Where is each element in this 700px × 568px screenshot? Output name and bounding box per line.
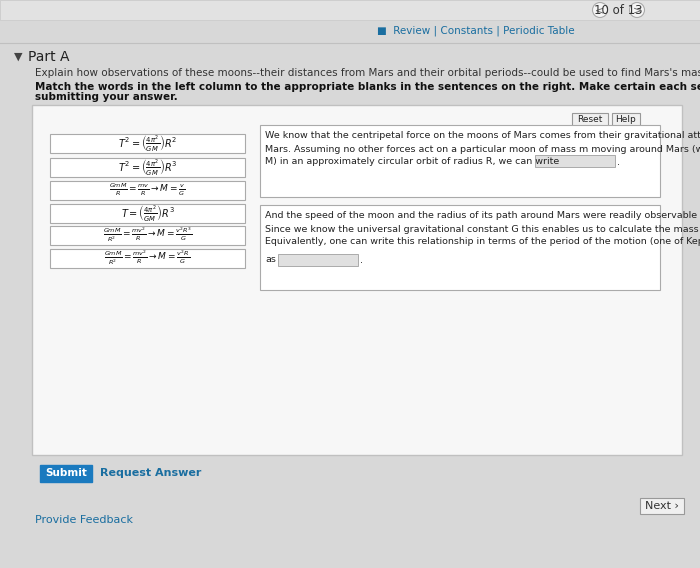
Text: .: .: [360, 255, 363, 265]
Text: Next ›: Next ›: [645, 501, 679, 511]
Text: Submit: Submit: [45, 469, 87, 478]
Text: $T^2 = \left(\frac{4\pi^2}{GM}\right)R^2$: $T^2 = \left(\frac{4\pi^2}{GM}\right)R^2…: [118, 133, 177, 153]
Bar: [50, 157, 245, 177]
Text: Part A: Part A: [28, 50, 69, 64]
Text: ■  Review | Constants | Periodic Table: ■ Review | Constants | Periodic Table: [377, 26, 575, 36]
Text: as: as: [265, 256, 276, 265]
Text: Equivalently, one can write this relationship in terms of the period of the moti: Equivalently, one can write this relatio…: [265, 237, 700, 247]
Text: $\frac{GmM}{R^2} = \frac{mv^2}{R} \rightarrow M = \frac{v^2 R^3}{G}$: $\frac{GmM}{R^2} = \frac{mv^2}{R} \right…: [103, 225, 192, 244]
Bar: [260, 205, 660, 290]
Text: M) in an approximately circular orbit of radius R, we can write: M) in an approximately circular orbit of…: [265, 157, 559, 166]
Text: Mars. Assuming no other forces act on a particular moon of mass m moving around : Mars. Assuming no other forces act on a …: [265, 144, 700, 153]
Text: Since we know the universal gravitational constant G this enables us to calculat: Since we know the universal gravitationa…: [265, 224, 700, 233]
Text: We know that the centripetal force on the moons of Mars comes from their gravita: We know that the centripetal force on th…: [265, 132, 700, 140]
Bar: [50, 133, 245, 152]
Text: Help: Help: [615, 115, 636, 124]
Text: $T = \left(\frac{4\pi^2}{GM}\right)R^3$: $T = \left(\frac{4\pi^2}{GM}\right)R^3$: [120, 203, 174, 223]
Bar: [535, 155, 615, 167]
Text: Explain how observations of these moons--their distances from Mars and their orb: Explain how observations of these moons-…: [35, 68, 700, 78]
Bar: [50, 249, 245, 268]
Text: Provide Feedback: Provide Feedback: [35, 515, 133, 525]
Text: Request Answer: Request Answer: [100, 469, 202, 478]
Bar: [640, 498, 684, 514]
Text: ▼: ▼: [14, 52, 22, 62]
Circle shape: [592, 2, 608, 18]
Bar: [50, 181, 245, 199]
Bar: [0, 0, 700, 20]
Bar: [260, 125, 660, 197]
Text: .: .: [617, 157, 620, 167]
Bar: [40, 465, 92, 482]
Text: $\frac{GmM}{R^2} = \frac{mv^2}{R} \rightarrow M = \frac{v^2 R}{G}$: $\frac{GmM}{R^2} = \frac{mv^2}{R} \right…: [104, 249, 190, 268]
Text: >: >: [632, 5, 642, 15]
Text: <: <: [596, 5, 605, 15]
Bar: [50, 225, 245, 244]
Circle shape: [629, 2, 645, 18]
Bar: [572, 113, 608, 127]
Text: Reset: Reset: [578, 115, 603, 124]
Bar: [32, 105, 682, 455]
Text: Match the words in the left column to the appropriate blanks in the sentences on: Match the words in the left column to th…: [35, 82, 700, 92]
Bar: [612, 113, 640, 127]
Text: And the speed of the moon and the radius of its path around Mars were readily ob: And the speed of the moon and the radius…: [265, 211, 700, 220]
Text: $\frac{GmM}{R} = \frac{mv}{R} \rightarrow M = \frac{v}{G}$: $\frac{GmM}{R} = \frac{mv}{R} \rightarro…: [109, 182, 186, 198]
Text: submitting your answer.: submitting your answer.: [35, 92, 178, 102]
Text: $T^2 = \left(\frac{4\pi^2}{GM}\right)R^3$: $T^2 = \left(\frac{4\pi^2}{GM}\right)R^3…: [118, 157, 177, 177]
Bar: [278, 254, 358, 266]
Bar: [50, 203, 245, 223]
Text: 10 of 13: 10 of 13: [594, 3, 643, 16]
